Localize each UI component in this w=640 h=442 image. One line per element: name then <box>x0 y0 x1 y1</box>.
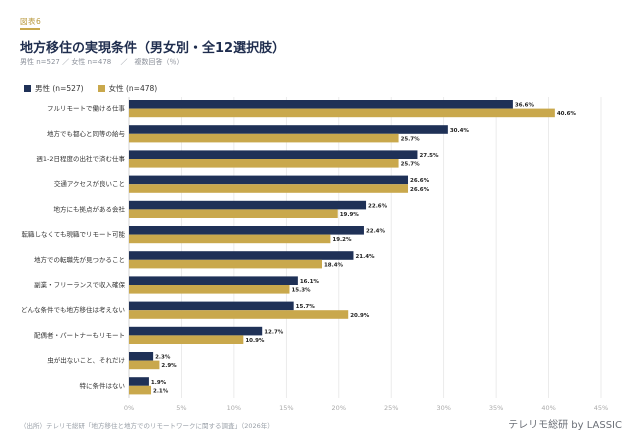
bar-female <box>129 360 160 370</box>
value-label-male: 1.9% <box>151 380 167 386</box>
category-labels: フルリモートで働ける仕事地方でも都心と同等の給与週1-2日程度の出社で済む仕事交… <box>21 104 126 390</box>
grid-lines <box>128 97 602 398</box>
bar-female <box>129 209 338 218</box>
bar-male <box>129 125 448 134</box>
brand-logo-text: テレリモ総研 by LASSIC <box>508 420 622 431</box>
bar-male <box>129 226 364 235</box>
bar-male <box>129 175 409 185</box>
bar-female <box>129 184 409 193</box>
figure-tag-underline <box>20 28 40 30</box>
bar-male <box>129 276 298 285</box>
bar-male <box>129 352 154 361</box>
legend-item-female: 女性 (n=478) <box>97 83 158 94</box>
legend-label-female: 女性 (n=478) <box>108 84 158 93</box>
legend-item-male: 男性 (n=527) <box>24 83 84 94</box>
value-label-female: 2.1% <box>153 388 169 394</box>
x-tick-label: 35% <box>489 404 503 412</box>
category-label: フルリモートで働ける仕事 <box>47 104 126 113</box>
legend: 男性 (n=527) 女性 (n=478) <box>24 83 157 94</box>
bar-female <box>129 335 244 344</box>
category-label: 地方にも拠点がある会社 <box>54 204 126 213</box>
x-tick-label: 10% <box>227 404 241 412</box>
legend-swatch-female <box>97 85 105 92</box>
bar-female <box>129 159 399 168</box>
chart-title: 地方移住の実現条件（男女別・全12選択肢） <box>20 41 286 56</box>
category-label: 配偶者・パートナーもリモート <box>34 330 125 339</box>
category-label: 特に条件はない <box>80 381 126 390</box>
value-label-female: 10.9% <box>245 338 265 344</box>
value-label-male: 16.1% <box>300 279 320 285</box>
bar-female <box>129 285 290 294</box>
legend-swatch-male <box>24 85 31 92</box>
value-label-male: 26.6% <box>410 178 430 184</box>
x-tick-label: 40% <box>541 404 555 412</box>
bar-male <box>129 377 149 386</box>
bar-female <box>129 133 399 143</box>
category-label: どんな条件でも地方移住は考えない <box>21 305 125 314</box>
category-label: 週1-2日程度の出社で済む仕事 <box>36 154 125 163</box>
chart-subtitle: 男性 n=527 ／ 女性 n=478 ／ 複数回答（％） <box>20 58 184 66</box>
value-label-female: 15.3% <box>291 288 311 294</box>
value-label-male: 2.3% <box>155 355 171 361</box>
category-label: 地方での転職先が見つかること <box>34 255 125 264</box>
figure-tag: 図表6 <box>20 17 42 26</box>
value-label-male: 22.6% <box>368 203 388 209</box>
bar-female <box>129 234 331 244</box>
bar-male <box>129 251 354 260</box>
legend-label-male: 男性 (n=527) <box>35 84 84 93</box>
value-label-male: 22.4% <box>366 229 386 235</box>
bar-male <box>129 200 367 210</box>
bar-female <box>129 310 349 319</box>
bar-male <box>129 150 418 159</box>
value-label-male: 30.4% <box>450 128 470 134</box>
x-tick-label: 0% <box>124 404 134 412</box>
value-label-male: 21.4% <box>355 254 375 260</box>
bar-male <box>129 100 513 109</box>
value-label-male: 36.6% <box>515 103 535 109</box>
bar-female <box>129 108 555 118</box>
bar-female <box>129 385 152 395</box>
value-label-female: 20.9% <box>350 313 370 319</box>
value-label-male: 27.5% <box>419 153 439 159</box>
category-label: 虫が出ないこと、それだけ <box>47 356 125 365</box>
value-label-female: 25.7% <box>401 136 421 142</box>
value-label-female: 26.6% <box>410 187 430 193</box>
source-note: （出所）テレリモ総研「地方移住と地方でのリモートワークに関する調査」（2026年… <box>20 422 274 430</box>
x-tick-label: 45% <box>594 404 608 412</box>
x-tick-label: 30% <box>436 404 450 412</box>
value-label-male: 12.7% <box>264 329 284 335</box>
value-label-female: 25.7% <box>401 162 421 168</box>
value-label-male: 15.7% <box>296 304 316 310</box>
value-label-female: 2.9% <box>161 363 177 369</box>
category-label: 交通アクセスが良いこと <box>54 179 125 188</box>
category-label: 地方でも都心と同等の給与 <box>47 129 125 138</box>
value-label-female: 19.9% <box>340 212 360 218</box>
x-tick-labels: 0% 5% 10% 15% 20% 25% 30% 35% 40% 45% <box>124 404 608 412</box>
value-label-female: 18.4% <box>324 262 344 268</box>
bar-female <box>129 259 322 269</box>
x-tick-label: 5% <box>176 404 186 412</box>
bar-male <box>129 326 263 336</box>
x-tick-label: 20% <box>332 404 346 412</box>
category-label: 副業・フリーランスで収入確保 <box>34 280 125 289</box>
bars: 36.6% 40.6% 30.4% 25.7% 27.5% 25.7% 26.6% 26.6%… <box>129 100 577 395</box>
value-label-female: 19.2% <box>332 237 352 243</box>
category-label: 転職しなくても現職でリモート可能 <box>22 230 126 239</box>
x-tick-label: 15% <box>279 404 293 412</box>
x-tick-label: 25% <box>384 404 398 412</box>
value-label-female: 40.6% <box>557 111 577 117</box>
bar-male <box>129 301 294 311</box>
